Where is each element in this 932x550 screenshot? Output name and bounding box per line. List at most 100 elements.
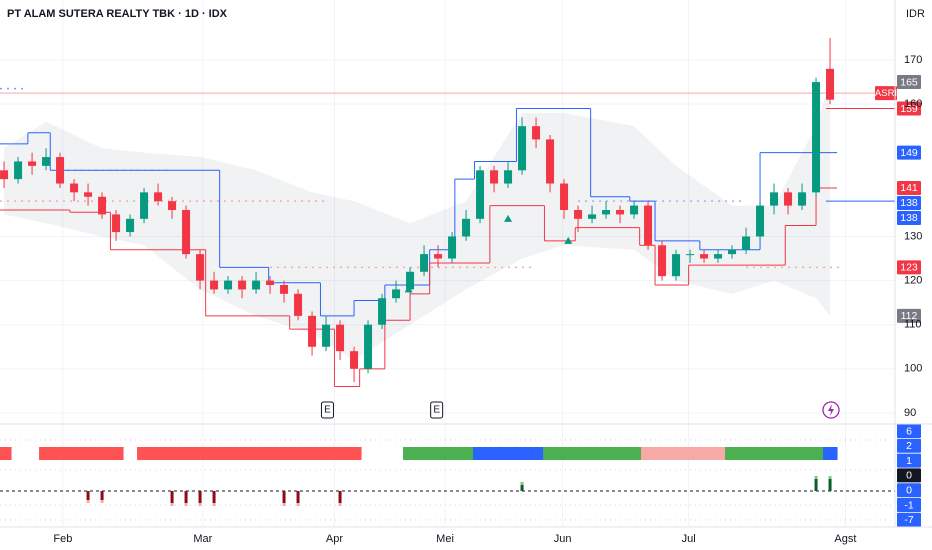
regime-bar bbox=[249, 447, 264, 460]
candle-body bbox=[742, 236, 751, 250]
signal-bar-shade bbox=[86, 500, 90, 503]
signal-bar bbox=[86, 491, 90, 500]
regime-bar bbox=[207, 447, 222, 460]
x-tick-label: Mar bbox=[193, 533, 212, 545]
y-tick-label: 170 bbox=[904, 54, 922, 66]
signal-bar-shade bbox=[212, 503, 216, 506]
regime-bar bbox=[81, 447, 96, 460]
currency: IDR bbox=[906, 8, 925, 20]
price-tag: 112 bbox=[897, 308, 921, 323]
candle-body bbox=[714, 254, 723, 259]
price-tag: 165 bbox=[897, 75, 921, 90]
price-tag: 123 bbox=[897, 260, 921, 275]
signal-bar-shade bbox=[828, 476, 832, 479]
regime-bar bbox=[53, 447, 68, 460]
regime-bar bbox=[613, 447, 628, 460]
pane2-tag: -1 bbox=[897, 498, 921, 512]
band-fill bbox=[4, 82, 831, 360]
x-tick-label: Feb bbox=[53, 533, 72, 545]
pane2-tag: 1 bbox=[897, 453, 921, 468]
pane2-tag-label: 2 bbox=[906, 440, 912, 452]
price-tag-box bbox=[897, 260, 921, 275]
candle-body bbox=[126, 218, 135, 233]
regime-bar bbox=[193, 447, 208, 460]
symbol-tag-label: ASRI bbox=[875, 88, 897, 99]
signal-arrow bbox=[564, 236, 573, 244]
regime-bar bbox=[711, 447, 726, 460]
regime-bar bbox=[739, 447, 754, 460]
alert-icon[interactable] bbox=[822, 401, 840, 419]
price-tag-box bbox=[897, 180, 921, 195]
pane2-tag-label: -7 bbox=[904, 514, 913, 526]
candle-body bbox=[602, 210, 611, 215]
y-tick-label: 110 bbox=[904, 319, 922, 331]
regime-bar bbox=[795, 447, 810, 460]
symbol-tag: ASRI bbox=[875, 86, 897, 101]
regime-bar bbox=[599, 447, 614, 460]
signal-bar-shade bbox=[184, 503, 188, 506]
pane2-tag: 0 bbox=[897, 468, 921, 483]
candle-body bbox=[252, 280, 261, 290]
signal-bar-shade bbox=[296, 503, 300, 506]
candle-body bbox=[504, 170, 513, 184]
candle-body bbox=[308, 315, 317, 347]
regime-bar bbox=[753, 447, 768, 460]
candle-body bbox=[322, 324, 331, 347]
price-tag: 141 bbox=[897, 180, 921, 195]
pane2-tag: -7 bbox=[897, 512, 921, 527]
regime-bar bbox=[39, 447, 54, 460]
regime-bar bbox=[501, 447, 516, 460]
candle-body bbox=[826, 68, 835, 100]
candle-body bbox=[28, 161, 37, 166]
candle-body bbox=[574, 210, 583, 219]
candle-body bbox=[546, 139, 555, 184]
regime-bar bbox=[627, 447, 642, 460]
candle-body bbox=[700, 254, 709, 259]
candle-body bbox=[616, 210, 625, 215]
regime-bar bbox=[683, 447, 698, 460]
candle-body bbox=[168, 201, 177, 210]
pane2-tag: 0 bbox=[897, 483, 921, 498]
regime-bar bbox=[95, 447, 110, 460]
price-tag-label: 149 bbox=[900, 147, 918, 159]
candle-body bbox=[770, 192, 779, 206]
pane2-tag-box bbox=[897, 438, 921, 453]
price-tag-box bbox=[897, 210, 921, 225]
candle-body bbox=[784, 192, 793, 206]
candle-body bbox=[350, 351, 359, 369]
regime-bar bbox=[823, 447, 838, 460]
signal-bar-shade bbox=[814, 476, 818, 479]
y-tick-label: 100 bbox=[904, 363, 922, 375]
regime-bar bbox=[669, 447, 684, 460]
y-tick-label: 120 bbox=[904, 274, 922, 286]
price-tag-box bbox=[897, 308, 921, 323]
price-tag-box bbox=[897, 75, 921, 90]
signal-bar bbox=[338, 491, 342, 503]
price-tag-label: 123 bbox=[900, 262, 918, 274]
pane2-tag: 2 bbox=[897, 438, 921, 453]
event-label: E bbox=[433, 405, 440, 416]
regime-bar bbox=[585, 447, 600, 460]
candle-body bbox=[672, 254, 681, 277]
pane2-tag-box bbox=[897, 498, 921, 512]
signal-bar bbox=[296, 491, 300, 503]
candle-body bbox=[182, 210, 191, 255]
regime-bar bbox=[179, 447, 194, 460]
candle-body bbox=[210, 280, 219, 290]
candle-body bbox=[42, 157, 51, 166]
regime-bar bbox=[347, 447, 362, 460]
x-tick-label: Apr bbox=[326, 533, 343, 545]
signal-bar bbox=[170, 491, 174, 503]
alert-bolt[interactable] bbox=[828, 404, 834, 416]
candle-body bbox=[238, 280, 247, 290]
candle-body bbox=[266, 280, 275, 285]
event-box bbox=[430, 401, 444, 419]
event-label: E bbox=[324, 405, 331, 416]
candle-body bbox=[434, 254, 443, 259]
regime-bar bbox=[529, 447, 544, 460]
price-tag-label: 112 bbox=[901, 310, 918, 322]
price-tag-box bbox=[897, 101, 921, 116]
candle-body bbox=[630, 205, 639, 215]
regime-bar bbox=[515, 447, 530, 460]
regime-bar bbox=[781, 447, 796, 460]
